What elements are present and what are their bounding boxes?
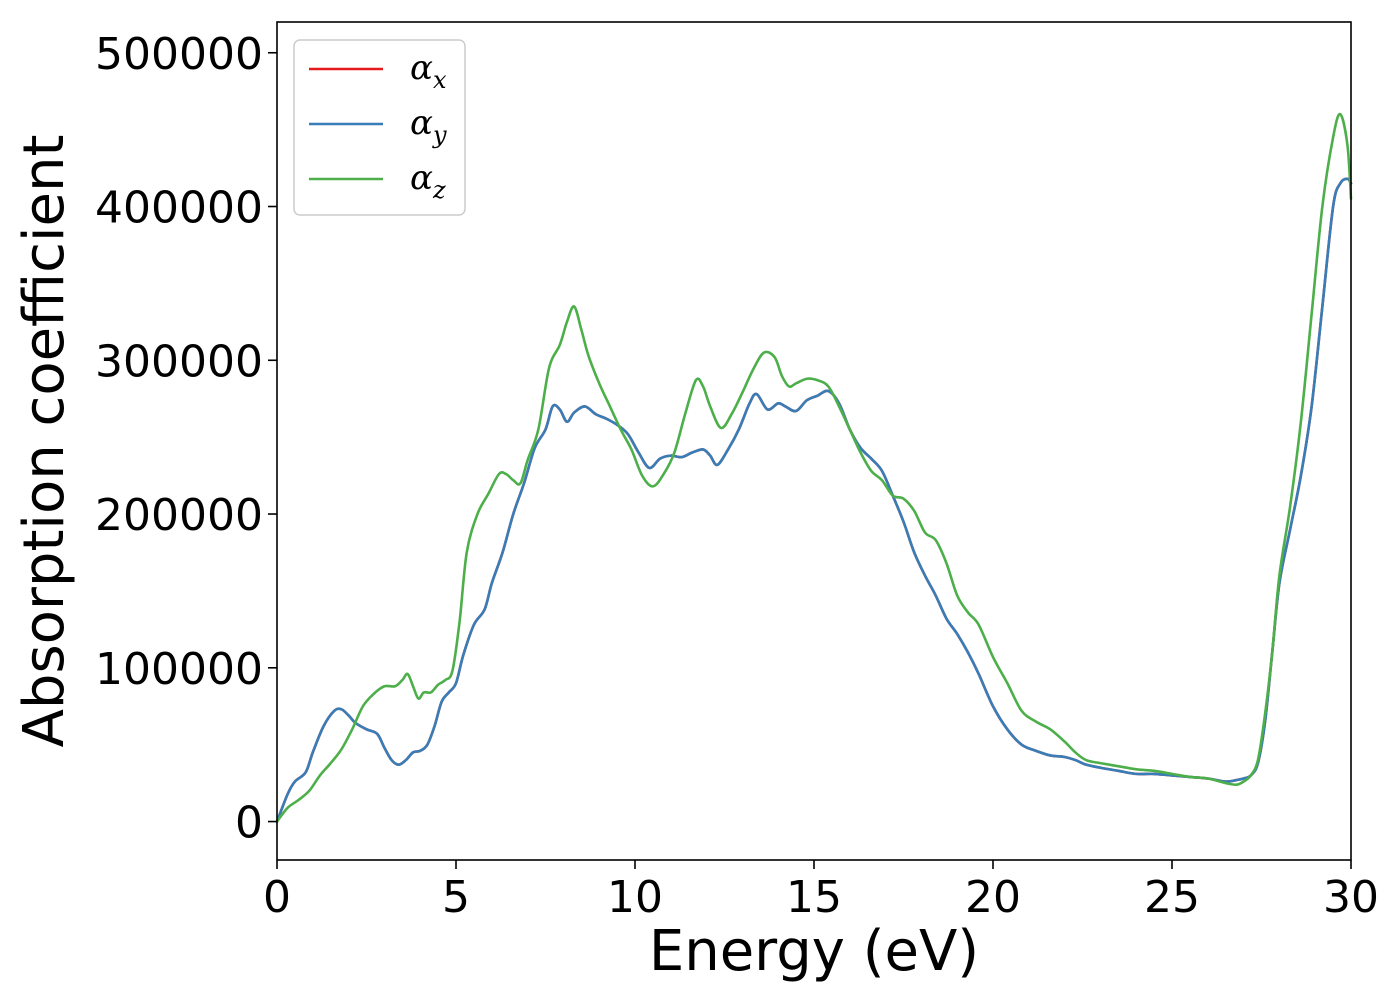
x-axis-ticks: 0 5 10 15 20 25 30	[263, 860, 1379, 923]
legend-label-alpha-z: αz	[410, 158, 446, 204]
x-tick-label: 5	[442, 872, 470, 923]
legend-frame	[293, 39, 466, 216]
x-axis-title: Energy (eV)	[649, 919, 979, 984]
y-axis-ticks: 0 100000 200000 300000 400000 500000	[95, 29, 277, 849]
x-tick-label: 20	[965, 872, 1021, 923]
series-line-alpha-z	[275, 112, 1353, 823]
series-layer	[275, 112, 1353, 823]
y-tick-label: 200000	[95, 490, 263, 541]
y-tick-label: 300000	[95, 336, 263, 387]
x-tick-label: 0	[263, 872, 291, 923]
legend-label-alpha-y: αy	[410, 103, 447, 149]
y-tick-label: 400000	[95, 183, 263, 234]
x-tick-label: 25	[1144, 872, 1200, 923]
y-tick-label: 100000	[95, 644, 263, 695]
legend: αx αy αz	[293, 39, 466, 216]
x-tick-label: 10	[607, 872, 663, 923]
y-axis-title: Absorption coefficient	[12, 135, 77, 748]
y-tick-label: 500000	[95, 29, 263, 80]
legend-label-alpha-x: αx	[410, 48, 447, 94]
x-tick-label: 15	[786, 872, 842, 923]
x-tick-label: 30	[1323, 872, 1379, 923]
y-tick-label: 0	[235, 798, 263, 849]
